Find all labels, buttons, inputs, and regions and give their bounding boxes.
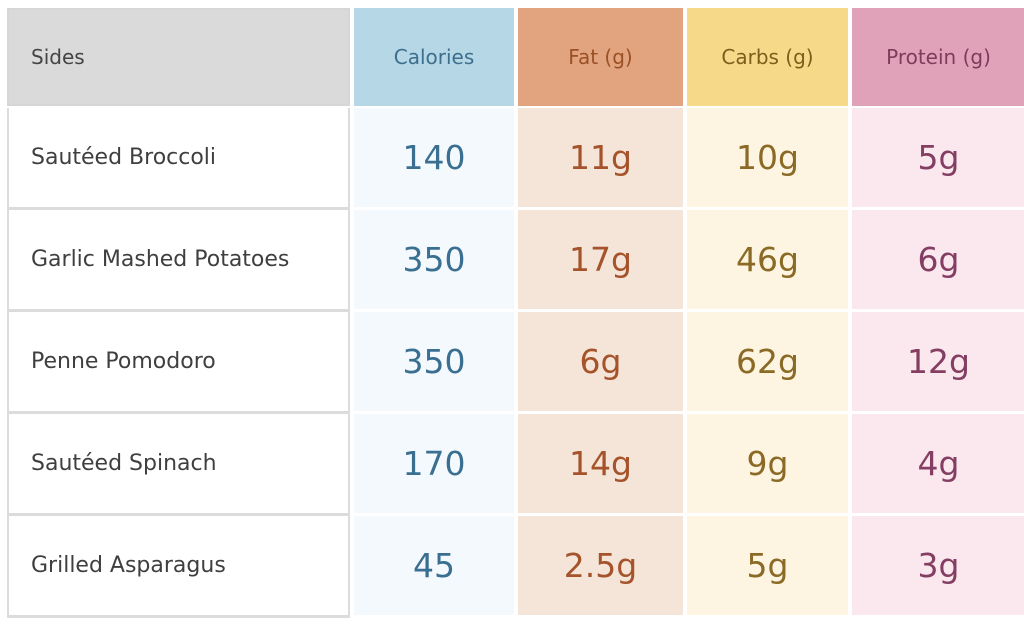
nutrition-table: Sides Calories Fat (g) Carbs (g) Protein… xyxy=(7,8,1024,618)
row-carbs: 5g xyxy=(687,516,848,618)
row-fat: 6g xyxy=(518,312,683,414)
row-calories: 140 xyxy=(354,108,514,210)
row-carbs: 9g xyxy=(687,414,848,516)
row-side-name: Penne Pomodoro xyxy=(7,312,350,414)
header-sides: Sides xyxy=(7,8,350,106)
row-calories: 170 xyxy=(354,414,514,516)
row-calories: 350 xyxy=(354,312,514,414)
row-fat: 14g xyxy=(518,414,683,516)
row-protein: 12g xyxy=(852,312,1024,414)
header-protein: Protein (g) xyxy=(852,8,1024,106)
header-carbs: Carbs (g) xyxy=(687,8,848,106)
row-carbs: 46g xyxy=(687,210,848,312)
header-calories: Calories xyxy=(354,8,514,106)
row-protein: 6g xyxy=(852,210,1024,312)
row-protein: 4g xyxy=(852,414,1024,516)
row-carbs: 62g xyxy=(687,312,848,414)
row-side-name: Garlic Mashed Potatoes xyxy=(7,210,350,312)
row-calories: 45 xyxy=(354,516,514,618)
row-side-name: Sautéed Spinach xyxy=(7,414,350,516)
header-fat: Fat (g) xyxy=(518,8,683,106)
row-calories: 350 xyxy=(354,210,514,312)
row-protein: 5g xyxy=(852,108,1024,210)
row-side-name: Sautéed Broccoli xyxy=(7,108,350,210)
row-fat: 2.5g xyxy=(518,516,683,618)
row-protein: 3g xyxy=(852,516,1024,618)
row-fat: 17g xyxy=(518,210,683,312)
row-fat: 11g xyxy=(518,108,683,210)
row-carbs: 10g xyxy=(687,108,848,210)
row-side-name: Grilled Asparagus xyxy=(7,516,350,618)
